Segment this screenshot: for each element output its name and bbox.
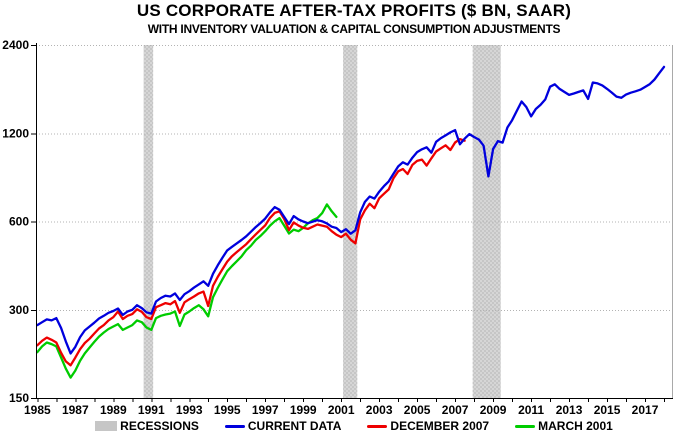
- x-tick-label: 2017: [632, 403, 659, 416]
- x-tick-label: 2007: [442, 403, 469, 416]
- x-tick-label: 2009: [480, 403, 507, 416]
- legend-current-data: CURRENT DATA: [224, 419, 342, 433]
- x-tick-label: 1997: [252, 403, 279, 416]
- x-tick-label: 1999: [290, 403, 317, 416]
- recession-swatch: [95, 421, 118, 431]
- y-tick-label: 600: [9, 215, 29, 229]
- chart-title: US CORPORATE AFTER-TAX PROFITS ($ BN, SA…: [136, 1, 572, 20]
- x-tick-label: 1985: [24, 403, 51, 416]
- x-tick-label: 2015: [594, 403, 621, 416]
- legend-march-2001: MARCH 2001: [515, 419, 613, 433]
- x-tick-label: 1993: [176, 403, 203, 416]
- legend-current-data-label: CURRENT DATA: [247, 419, 342, 433]
- legend-recessions-label: RECESSIONS: [120, 419, 199, 433]
- legend-recessions: RECESSIONS: [95, 419, 199, 433]
- x-tick-label: 2001: [328, 403, 355, 416]
- y-tick-label: 300: [9, 303, 29, 317]
- series-line-december-2007: [36, 137, 466, 367]
- december-2007-line-swatch: [367, 424, 388, 428]
- series-line-current-data: [36, 65, 666, 355]
- x-tick-label: 2005: [404, 403, 431, 416]
- chart-subtitle: WITH INVENTORY VALUATION & CAPITAL CONSU…: [147, 22, 561, 36]
- recession-band: [343, 45, 358, 398]
- march-2001-line-swatch: [515, 424, 536, 428]
- legend-march-2001-label: MARCH 2001: [538, 419, 613, 433]
- x-tick-label: 1987: [62, 403, 89, 416]
- x-tick-label: 2013: [556, 403, 583, 416]
- series-line-march-2001: [36, 203, 338, 379]
- y-tick-label: 1200: [2, 126, 29, 140]
- legend-december-2007-label: DECEMBER 2007: [390, 419, 490, 433]
- x-tick-label: 1989: [100, 403, 127, 416]
- recession-band: [143, 45, 154, 398]
- x-tick-label: 2011: [518, 403, 544, 416]
- y-tick-label: 150: [9, 391, 29, 405]
- y-tick-label: 2400: [2, 38, 29, 52]
- x-tick-label: 1995: [214, 403, 241, 416]
- legend-december-2007: DECEMBER 2007: [367, 419, 489, 433]
- x-tick-label: 1991: [138, 403, 165, 416]
- x-tick-label: 2003: [366, 403, 393, 416]
- current-data-line-swatch: [224, 424, 245, 428]
- legend: RECESSIONS CURRENT DATA DECEMBER 2007 MA…: [28, 416, 680, 436]
